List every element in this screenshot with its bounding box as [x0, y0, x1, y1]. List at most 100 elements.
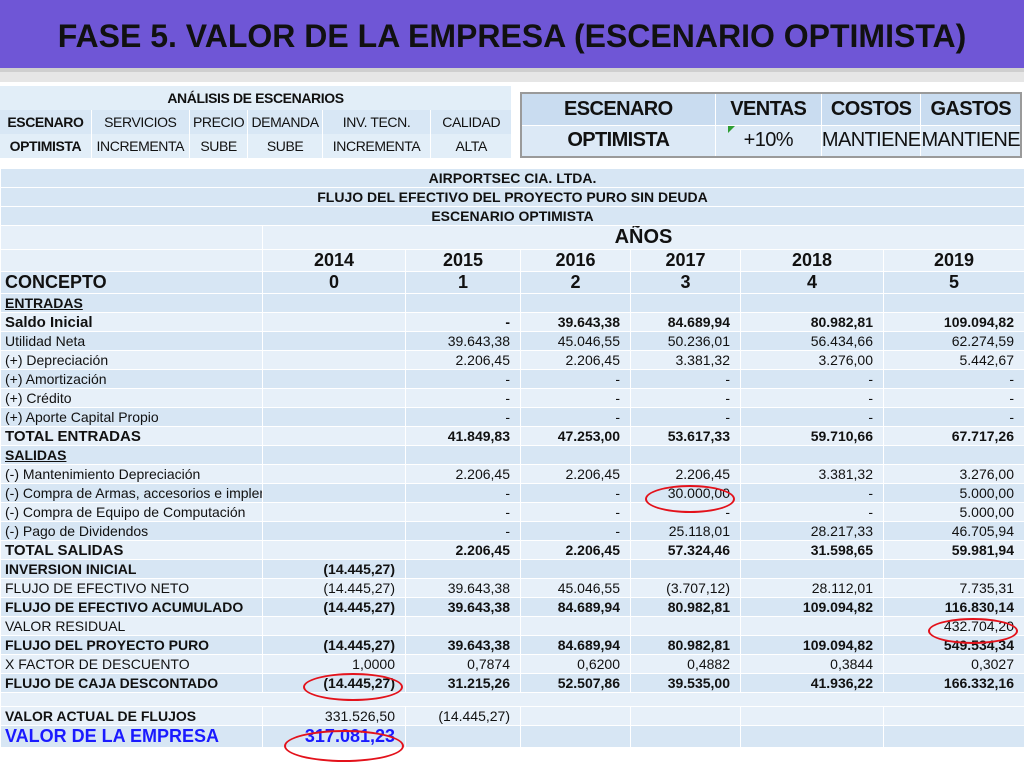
row-value: 28.217,33	[740, 521, 884, 541]
row-value	[405, 445, 521, 465]
row-value: 56.434,66	[740, 331, 884, 351]
scenario-analysis-header: ANÁLISIS DE ESCENARIOS	[0, 86, 512, 110]
row-label: (-) Pago de Dividendos	[0, 521, 263, 541]
row-value	[262, 369, 406, 389]
scenario-col-precio: PRECIO	[189, 110, 249, 134]
summary-val-escenario: OPTIMISTA	[520, 124, 716, 158]
row-value	[262, 312, 406, 332]
row-value: 0,6200	[520, 654, 631, 674]
row-value: -	[740, 369, 884, 389]
row-value: 2.206,45	[520, 350, 631, 370]
row-value: 2.206,45	[520, 540, 631, 560]
period-4: 4	[740, 271, 884, 294]
row-value: 25.118,01	[630, 521, 741, 541]
row-value: 0,7874	[405, 654, 521, 674]
table-row: FLUJO DE EFECTIVO ACUMULADO (14.445,27) 39…	[0, 597, 1024, 617]
table-row: (+) Crédito - - - - -	[0, 388, 1024, 408]
row-value: 45.046,55	[520, 331, 631, 351]
table-row: FLUJO DE CAJA DESCONTADO (14.445,27) 31.21…	[0, 673, 1024, 693]
row-label: FLUJO DE EFECTIVO NETO	[0, 578, 263, 598]
row-value: -	[520, 502, 631, 522]
row-value: (14.445,27)	[262, 578, 406, 598]
row-value: (14.445,27)	[262, 597, 406, 617]
row-value: 0,4882	[630, 654, 741, 674]
row-value	[405, 293, 521, 313]
row-value: 57.324,46	[630, 540, 741, 560]
row-value: 5.442,67	[883, 350, 1024, 370]
row-value	[630, 293, 741, 313]
row-value	[883, 293, 1024, 313]
row-label: (-) Mantenimiento Depreciación	[0, 464, 263, 484]
row-label: FLUJO DE CAJA DESCONTADO	[0, 673, 263, 693]
scenario-analysis-table: ANÁLISIS DE ESCENARIOS ESCENARO SERVICIO…	[0, 86, 512, 158]
year-2018: 2018	[740, 249, 884, 272]
row-value: 80.982,81	[630, 635, 741, 655]
row-value	[405, 559, 521, 579]
table-row: X FACTOR DE DESCUENTO 1,0000 0,7874 0,6200 0…	[0, 654, 1024, 674]
row-label: SALIDAS	[0, 445, 263, 465]
row-value: 2.206,45	[405, 464, 521, 484]
row-value	[630, 445, 741, 465]
table-row: VALOR RESIDUAL 432.704,20	[0, 616, 1024, 636]
row-value: 116.830,14	[883, 597, 1024, 617]
row-value: -	[630, 407, 741, 427]
highlight-circle-compra-armas	[645, 485, 735, 513]
period-2: 2	[520, 271, 631, 294]
years-label: AÑOS	[262, 225, 1024, 250]
row-value: -	[630, 388, 741, 408]
row-value	[630, 616, 741, 636]
company-name: AIRPORTSEC CIA. LTDA.	[0, 168, 1024, 188]
row-value	[740, 445, 884, 465]
row-value: 67.717,26	[883, 426, 1024, 446]
row-value: 31.598,65	[740, 540, 884, 560]
row-value: 39.643,38	[405, 331, 521, 351]
highlight-circle-valor-residual	[928, 618, 1018, 644]
row-value: 31.215,26	[405, 673, 521, 693]
scenario-val-precio: SUBE	[189, 134, 249, 158]
period-5: 5	[883, 271, 1024, 294]
row-value: 59.981,94	[883, 540, 1024, 560]
row-value: 46.705,94	[883, 521, 1024, 541]
scenario-val-demanda: SUBE	[247, 134, 323, 158]
row-value	[262, 616, 406, 636]
row-value: 2.206,45	[520, 464, 631, 484]
summary-col-ventas: VENTAS	[714, 92, 822, 126]
scenario-val-servicios: INCREMENTA	[91, 134, 190, 158]
row-value: 53.617,33	[630, 426, 741, 446]
row-label: TOTAL SALIDAS	[0, 540, 263, 560]
table-row: (-) Pago de Dividendos - -25.118,01 28.217,…	[0, 521, 1024, 541]
row-value	[262, 350, 406, 370]
row-value: 28.112,01	[740, 578, 884, 598]
row-label: TOTAL ENTRADAS	[0, 426, 263, 446]
concept-label: CONCEPTO	[0, 271, 263, 294]
scenario-summary-table: ESCENARO VENTAS COSTOS GASTOS OPTIMISTA …	[520, 92, 1022, 158]
valor-empresa-label: VALOR DE LA EMPRESA	[0, 725, 263, 748]
table-row: TOTAL ENTRADAS 41.849,83 47.253,00 53.617,3…	[0, 426, 1024, 446]
scenario-val-inv-tecn: INCREMENTA	[322, 134, 432, 158]
row-value: 3.381,32	[740, 464, 884, 484]
row-value: -	[405, 483, 521, 503]
row-value: -	[740, 483, 884, 503]
row-value: -	[405, 388, 521, 408]
row-value	[262, 426, 406, 446]
table-row: INVERSION INICIAL (14.445,27)	[0, 559, 1024, 579]
page-title: FASE 5. VALOR DE LA EMPRESA (ESCENARIO O…	[57, 18, 967, 54]
row-value	[630, 559, 741, 579]
table-row: TOTAL SALIDAS 2.206,45 2.206,45 57.324,46 31…	[0, 540, 1024, 560]
row-value: -	[405, 407, 521, 427]
row-value: (3.707,12)	[630, 578, 741, 598]
row-value	[740, 293, 884, 313]
row-value: -	[520, 521, 631, 541]
scenario-col-demanda: DEMANDA	[247, 110, 323, 134]
valor-actual-value2: (14.445,27)	[405, 706, 521, 726]
row-value	[262, 388, 406, 408]
highlight-circle-flujo-descontado	[303, 673, 403, 701]
table-row: FLUJO DE EFECTIVO NETO (14.445,27) 39.643,…	[0, 578, 1024, 598]
row-value: 109.094,82	[740, 597, 884, 617]
row-value: 84.689,94	[520, 597, 631, 617]
row-value: -	[740, 407, 884, 427]
row-value: -	[740, 502, 884, 522]
row-value: 45.046,55	[520, 578, 631, 598]
row-value: -	[520, 407, 631, 427]
row-value: -	[520, 483, 631, 503]
